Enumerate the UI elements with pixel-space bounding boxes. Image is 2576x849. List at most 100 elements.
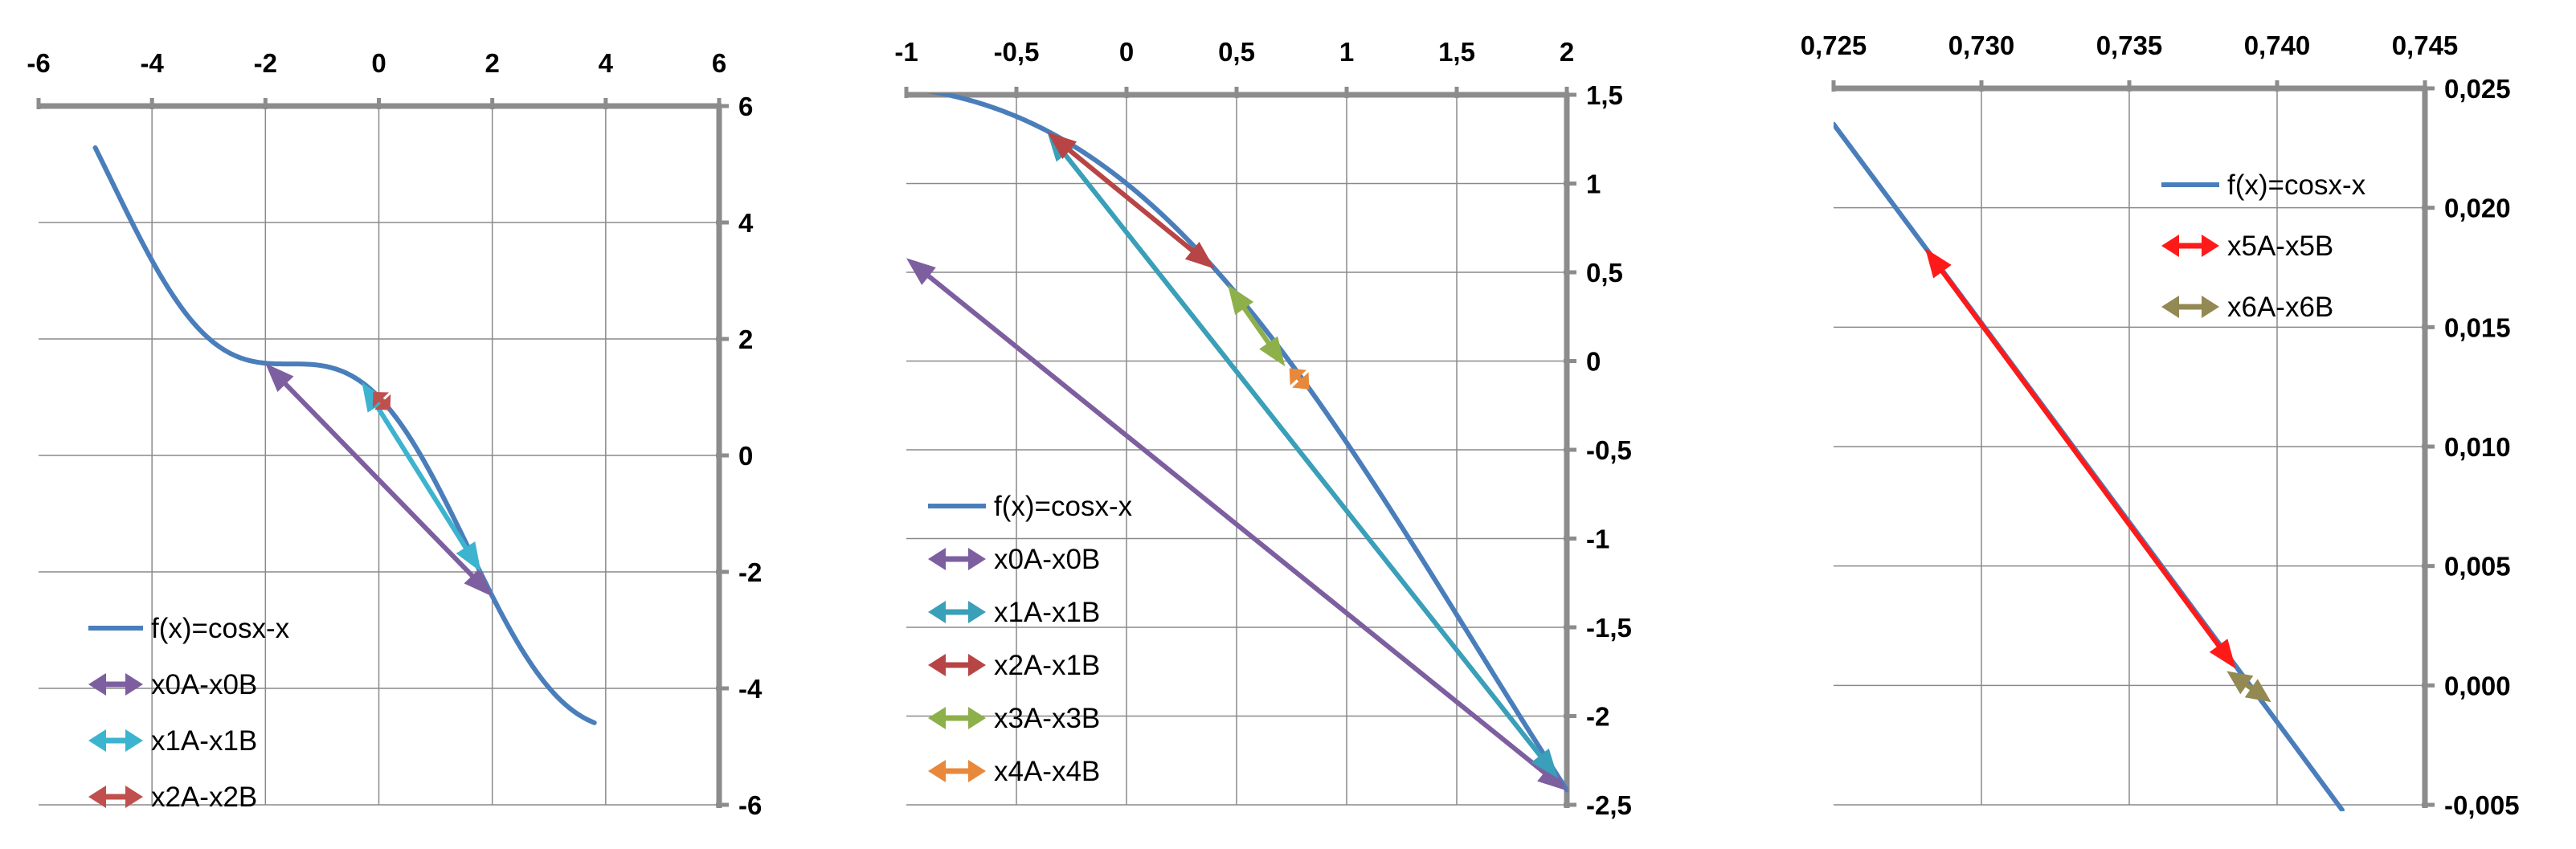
y-tick-label: 0,000 xyxy=(2444,671,2511,700)
y-tick-label: 0,015 xyxy=(2444,312,2511,342)
legend-swatch-arrow xyxy=(968,654,986,676)
series-line-segment xyxy=(280,378,478,582)
x-tick-label: 0,725 xyxy=(1801,31,1867,60)
x-tick-label: 0,740 xyxy=(2244,31,2311,60)
legend-label: x2A-x2B xyxy=(151,782,257,813)
x-tick-label: 1 xyxy=(1339,37,1354,67)
legend-swatch-arrow xyxy=(928,601,946,623)
legend-swatch-arrow xyxy=(928,760,946,782)
legend-label: x0A-x0B xyxy=(151,669,257,700)
arrowhead-mark xyxy=(1184,241,1215,269)
x-tick-label: 0,5 xyxy=(1218,37,1255,67)
x-tick-label: 0,735 xyxy=(2096,31,2163,60)
arrowhead-mark xyxy=(2209,639,2236,669)
y-tick-label: -2 xyxy=(1586,702,1609,732)
y-tick-label: 0,005 xyxy=(2444,552,2511,582)
y-tick-label: 1 xyxy=(1586,169,1601,199)
arrowhead-mark xyxy=(1228,284,1254,315)
chart-1: -6 -4 -2 0 2 4 66 4 2 0 -2 -4 -6 f(x)=cosx-x x0A-x0B x1… xyxy=(27,48,763,820)
chart-3: 0,725 0,730 0,735 0,740 0,745 0,025 0,020 0,015… xyxy=(1801,31,2520,820)
series-line-segment xyxy=(372,400,471,554)
series-line-segment xyxy=(1936,265,2224,652)
y-tick-label: -4 xyxy=(738,674,763,704)
x-tick-label: 0,745 xyxy=(2392,31,2459,60)
legend-swatch-arrow xyxy=(125,729,143,752)
x-tick-label: -1 xyxy=(894,37,918,67)
legend-swatch-arrow xyxy=(125,786,143,808)
y-tick-label: 0,020 xyxy=(2444,194,2511,223)
y-tick-label: -1,5 xyxy=(1586,613,1632,643)
x-tick-label: 0 xyxy=(1119,37,1134,67)
x-tick-label: -2 xyxy=(254,48,277,78)
arrowhead-mark xyxy=(456,541,481,572)
chart-2: -1 -0,5 0 0,5 1 1,5 2 1,5 1 0,5 0 -0,5 -1 -1,5 -2 -2,5 f… xyxy=(894,37,1632,820)
legend-swatch-arrow xyxy=(2161,296,2179,318)
legend-swatch-arrow xyxy=(2161,235,2179,257)
legend-swatch-arrow xyxy=(2202,235,2219,257)
legend-swatch-arrow xyxy=(968,760,986,782)
y-tick-label: 2 xyxy=(738,324,753,354)
y-tick-label: 0,025 xyxy=(2444,74,2511,104)
x-tick-label: -4 xyxy=(140,48,164,78)
x-tick-label: -6 xyxy=(27,48,50,78)
legend-swatch-arrow xyxy=(928,548,946,570)
y-tick-label: 1,5 xyxy=(1586,80,1623,110)
x-tick-label: 2 xyxy=(1560,37,1574,67)
arrowhead-mark xyxy=(1047,132,1077,160)
legend-swatch-arrow xyxy=(968,548,986,570)
series-line-segment xyxy=(1063,145,1199,256)
arrowhead-mark xyxy=(1292,372,1310,390)
x-tick-label: 0 xyxy=(371,48,386,78)
legend-swatch-arrow xyxy=(2202,296,2219,318)
arrowhead-mark xyxy=(464,567,493,597)
arrowhead-mark xyxy=(2244,679,2271,703)
y-tick-label: 0,5 xyxy=(1586,258,1623,288)
y-tick-label: -2,5 xyxy=(1586,790,1632,820)
legend-swatch-arrow xyxy=(88,673,106,696)
y-tick-label: 6 xyxy=(738,92,753,121)
legend-label: f(x)=cosx-x xyxy=(2227,169,2366,201)
arrowhead-mark xyxy=(1925,248,1952,279)
x-tick-label: 0,730 xyxy=(1948,31,2015,60)
legend-swatch-arrow xyxy=(968,707,986,729)
x-tick-label: 4 xyxy=(599,48,614,78)
arrowhead-mark xyxy=(2226,671,2254,695)
arrowhead-mark xyxy=(1537,763,1567,791)
legend-label: f(x)=cosx-x xyxy=(994,491,1133,522)
legend-label: x1A-x1B xyxy=(151,725,257,757)
x-tick-label: 1,5 xyxy=(1438,37,1475,67)
legend-swatch-arrow xyxy=(125,673,143,696)
arrowhead-mark xyxy=(374,394,391,410)
y-tick-label: -2 xyxy=(738,557,762,587)
y-tick-label: -1 xyxy=(1586,525,1609,554)
series-line-segment xyxy=(1239,302,1274,349)
plot-area xyxy=(92,145,597,725)
legend-swatch-arrow xyxy=(88,729,106,752)
legend-label: x3A-x3B xyxy=(994,703,1100,734)
legend-swatch-arrow xyxy=(88,786,106,808)
arrowhead-mark xyxy=(1259,336,1286,367)
y-tick-label: -6 xyxy=(738,790,762,820)
y-tick-label: 0 xyxy=(738,441,753,471)
legend-label: x6A-x6B xyxy=(2227,292,2333,323)
y-tick-label: 4 xyxy=(738,208,754,238)
y-tick-label: 0 xyxy=(1586,347,1601,377)
arrowhead-mark xyxy=(906,258,936,285)
y-tick-label: -0,5 xyxy=(1586,435,1632,465)
legend: f(x)=cosx-x x0A-x0B x1A-x1B x2A-x1B x3A-x3B x… xyxy=(928,491,1133,787)
x-tick-label: 6 xyxy=(712,48,726,78)
legend-label: x5A-x5B xyxy=(2227,231,2333,262)
legend-label: f(x)=cosx-x xyxy=(151,613,290,644)
y-tick-label: -0,005 xyxy=(2444,790,2520,820)
legend-label: x0A-x0B xyxy=(994,544,1100,575)
arrowhead-mark xyxy=(1531,748,1559,778)
arrowhead-mark xyxy=(1289,368,1307,386)
legend-label: x1A-x1B xyxy=(994,597,1100,628)
legend-label: x4A-x4B xyxy=(994,756,1100,787)
legend-swatch-arrow xyxy=(928,654,946,676)
plot-area xyxy=(906,93,1568,793)
series-line-segment xyxy=(922,271,1551,778)
legend: f(x)=cosx-x x5A-x5B x6A-x6B xyxy=(2161,169,2366,323)
